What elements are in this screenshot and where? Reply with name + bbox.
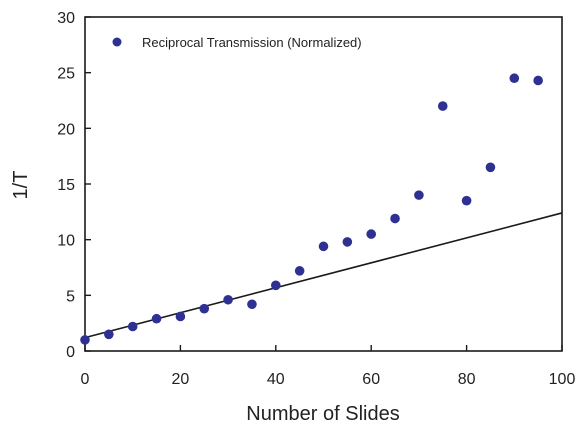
data-point [342, 237, 353, 247]
y-tick-label: 15 [57, 177, 75, 194]
data-point [127, 321, 138, 332]
x-axis-ticks: 0 20 40 60 80 100 [81, 345, 576, 388]
x-axis-title: Number of Slides [246, 403, 399, 425]
trendline [84, 212, 563, 339]
y-tick-label: 10 [57, 233, 75, 250]
plot-area [84, 16, 563, 352]
data-point [80, 335, 90, 345]
data-point [390, 213, 400, 224]
data-point [175, 311, 186, 322]
x-tick-label: 40 [267, 371, 285, 388]
data-point [461, 195, 472, 206]
data-point [223, 294, 233, 305]
plot-border [84, 16, 563, 352]
legend-label: Reciprocal Transmission (Normalized) [142, 35, 362, 50]
data-point [533, 75, 543, 86]
data-points [80, 73, 543, 345]
legend: Reciprocal Transmission (Normalized) [112, 35, 362, 50]
y-tick-label: 5 [66, 288, 75, 305]
x-tick-label: 0 [81, 371, 90, 388]
y-tick-label: 20 [57, 121, 75, 138]
data-point [247, 299, 257, 310]
data-point [104, 329, 114, 340]
y-tick-label: 0 [66, 344, 75, 361]
x-tick-label: 80 [458, 371, 476, 388]
y-axis-title: 1/T [10, 171, 32, 200]
data-point [151, 313, 162, 324]
x-tick-label: 20 [172, 371, 190, 388]
data-point [509, 73, 520, 84]
data-point [271, 280, 281, 291]
x-tick-label: 100 [549, 371, 576, 388]
y-axis-ticks: 0 5 10 15 20 25 30 [57, 10, 91, 361]
data-point [318, 241, 329, 252]
data-point [294, 266, 305, 276]
data-point [485, 162, 496, 173]
data-point [199, 303, 210, 314]
x-tick-label: 60 [362, 371, 380, 388]
y-tick-label: 30 [57, 10, 75, 27]
data-point [414, 190, 424, 200]
legend-marker [112, 37, 122, 47]
data-point [437, 101, 448, 111]
trendline-group [84, 212, 563, 339]
y-tick-label: 25 [57, 66, 75, 83]
data-point [366, 229, 377, 239]
